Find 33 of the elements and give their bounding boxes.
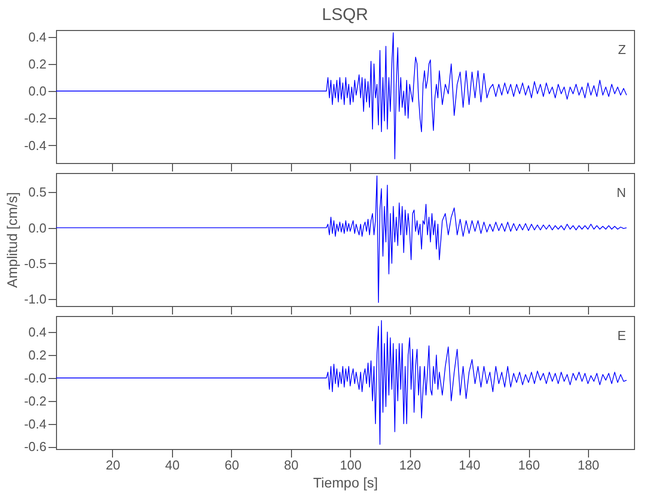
y-tick-label: -0.5 bbox=[24, 256, 46, 271]
y-tick-label: -0.4 bbox=[24, 138, 46, 153]
y-tick-label: -1.0 bbox=[24, 291, 46, 306]
y-axis-title: Amplitud [cm/s] bbox=[4, 192, 20, 288]
annotation: E bbox=[617, 328, 626, 343]
y-tick-label: 0.0 bbox=[28, 220, 46, 236]
y-tick-label: 0.4 bbox=[28, 324, 46, 340]
x-tick-label: 120 bbox=[399, 458, 421, 472]
line-series bbox=[56, 32, 627, 160]
y-tick-label: -0.2 bbox=[24, 393, 46, 408]
chart-title: LSQR bbox=[322, 5, 368, 24]
x-tick-label: 100 bbox=[340, 458, 362, 472]
y-tick-label: 0.5 bbox=[28, 184, 46, 200]
y-tick-label: -0.2 bbox=[24, 110, 46, 126]
y-tick-label: 0.2 bbox=[28, 56, 46, 72]
x-tick-label: 60 bbox=[224, 458, 240, 472]
y-tick-label: 0.2 bbox=[28, 347, 46, 362]
annotation: N bbox=[616, 185, 626, 200]
y-tick-label: 0.4 bbox=[28, 29, 46, 44]
x-tick-label: 180 bbox=[578, 458, 600, 472]
y-tick-label: 0.0 bbox=[28, 84, 46, 99]
line-series bbox=[56, 320, 627, 445]
y-tick-label: -0.0 bbox=[24, 370, 46, 386]
y-tick-label: -0.4 bbox=[24, 416, 46, 432]
x-tick-label: 140 bbox=[458, 458, 480, 472]
annotation: Z bbox=[618, 42, 626, 57]
x-tick-label: 80 bbox=[284, 458, 298, 472]
y-tick-label: -0.6 bbox=[24, 439, 46, 454]
x-tick-label: 40 bbox=[165, 458, 180, 472]
x-tick-label: 160 bbox=[518, 458, 540, 472]
line-series bbox=[56, 175, 627, 303]
x-axis-title: Tiempo [s] bbox=[313, 474, 378, 490]
x-tick-label: 20 bbox=[106, 458, 120, 472]
